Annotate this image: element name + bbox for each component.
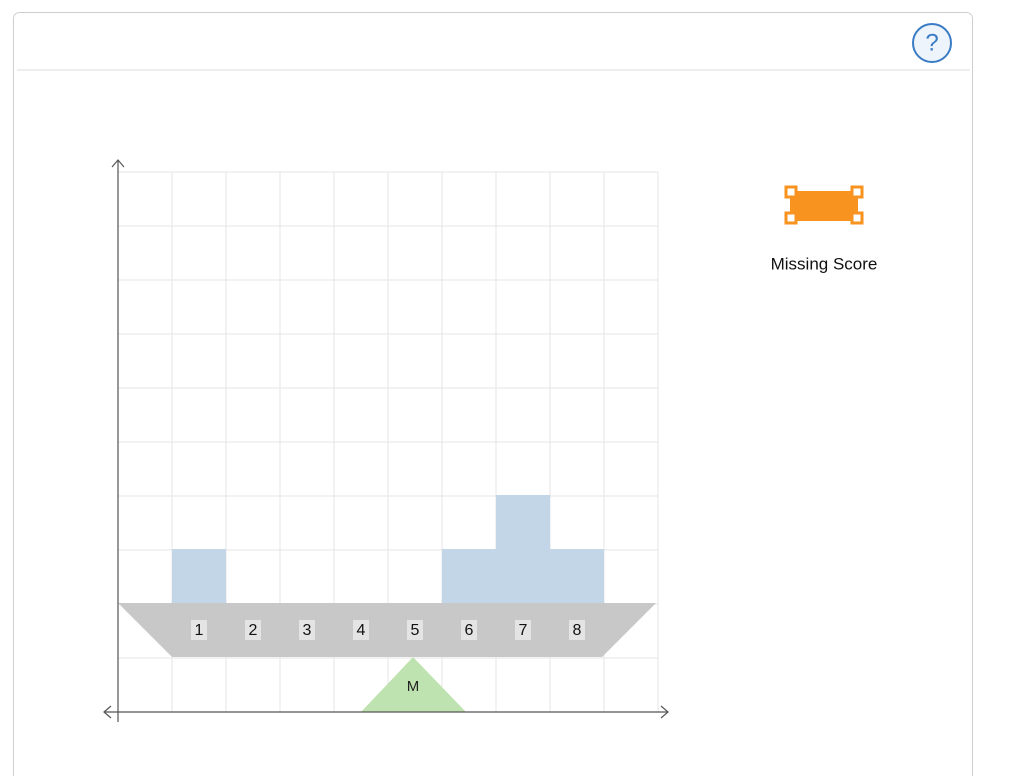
fulcrum-label: M — [407, 678, 420, 695]
score-bar — [550, 549, 604, 603]
score-bar — [172, 549, 226, 603]
beam-slot — [191, 620, 207, 640]
score-bar — [442, 549, 496, 603]
beam-slot — [407, 620, 423, 640]
beam-label: 7 — [519, 622, 528, 639]
x-arrow-right — [660, 705, 669, 719]
beam-slot — [515, 620, 531, 640]
beam-slot — [353, 620, 369, 640]
tool-icon[interactable] — [790, 191, 858, 221]
missing-score-tool[interactable]: Missing Score — [771, 185, 878, 273]
beam-slot — [569, 620, 585, 640]
card — [13, 12, 973, 781]
beam-label: 1 — [195, 622, 204, 639]
help-circle[interactable] — [912, 23, 952, 63]
beam-label: 8 — [573, 622, 582, 639]
beam-label: 6 — [465, 622, 474, 639]
handle — [850, 211, 864, 225]
beam-slot — [245, 620, 261, 640]
y-arrow — [111, 159, 125, 168]
beam[interactable] — [118, 603, 656, 657]
beam-slot — [461, 620, 477, 640]
handle — [784, 185, 798, 199]
score-bar — [496, 495, 550, 603]
beam-label: 5 — [411, 622, 420, 639]
beam-label: 4 — [357, 622, 366, 639]
beam-label: 2 — [249, 622, 258, 639]
bars — [172, 495, 604, 603]
beam-slot — [299, 620, 315, 640]
tool-label[interactable]: Missing Score — [771, 254, 878, 273]
tool-handles — [784, 185, 864, 225]
fulcrum[interactable] — [361, 657, 466, 712]
help-button[interactable]: ? — [912, 23, 952, 63]
beam-labels: 1 2 3 4 5 6 7 8 — [191, 620, 585, 640]
handle — [850, 185, 864, 199]
x-arrow-left — [103, 705, 112, 719]
help-label[interactable]: ? — [925, 29, 938, 56]
handle — [784, 211, 798, 225]
beam-label: 3 — [303, 622, 312, 639]
axes — [103, 159, 669, 722]
